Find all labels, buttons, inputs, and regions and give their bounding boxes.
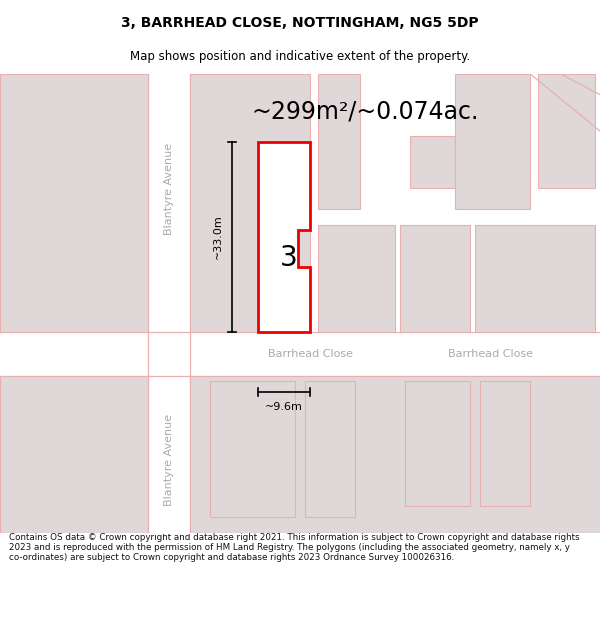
Text: Map shows position and indicative extent of the property.: Map shows position and indicative extent… xyxy=(130,50,470,63)
Bar xyxy=(405,381,470,506)
Bar xyxy=(410,136,455,189)
Text: ~9.6m: ~9.6m xyxy=(265,402,303,412)
Text: Barrhead Close: Barrhead Close xyxy=(448,349,533,359)
Text: ~299m²/~0.074ac.: ~299m²/~0.074ac. xyxy=(251,100,479,124)
Text: Contains OS data © Crown copyright and database right 2021. This information is : Contains OS data © Crown copyright and d… xyxy=(9,532,580,562)
Text: Barrhead Close: Barrhead Close xyxy=(268,349,353,359)
Bar xyxy=(480,381,530,506)
Bar xyxy=(210,381,295,517)
Bar xyxy=(0,376,148,532)
Bar xyxy=(475,225,595,332)
Bar xyxy=(190,376,600,532)
Bar xyxy=(455,74,530,209)
Text: 3, BARRHEAD CLOSE, NOTTINGHAM, NG5 5DP: 3, BARRHEAD CLOSE, NOTTINGHAM, NG5 5DP xyxy=(121,16,479,30)
Polygon shape xyxy=(258,141,310,332)
Bar xyxy=(318,74,360,209)
Bar xyxy=(318,225,395,332)
Text: Blantyre Avenue: Blantyre Avenue xyxy=(164,142,174,234)
Text: Blantyre Avenue: Blantyre Avenue xyxy=(164,414,174,506)
Text: 3: 3 xyxy=(280,244,298,272)
Text: ~33.0m: ~33.0m xyxy=(213,214,223,259)
Bar xyxy=(305,381,355,517)
Bar xyxy=(400,225,470,332)
Bar xyxy=(190,74,310,332)
Bar xyxy=(538,74,595,189)
Bar xyxy=(0,74,148,332)
